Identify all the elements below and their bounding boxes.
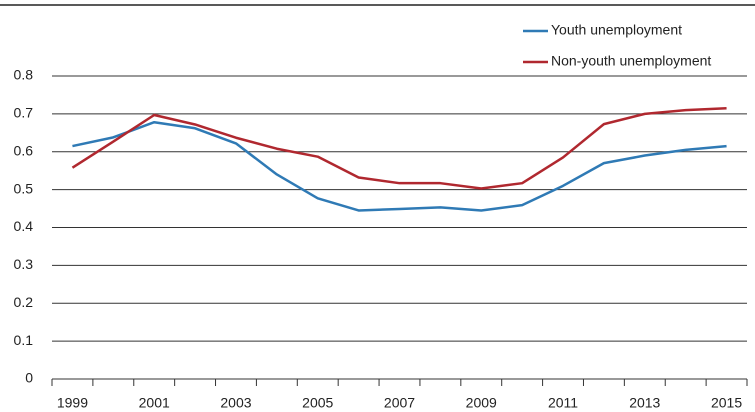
x-tick-label: 2001 [139,395,170,411]
y-tick-label: 0.3 [14,256,34,272]
y-tick-label: 0.5 [14,180,34,196]
y-tick-label: 0.8 [14,67,34,83]
legend-label: Youth unemployment [551,22,682,38]
x-tick-label: 1999 [57,395,88,411]
x-tick-label: 2009 [466,395,497,411]
y-tick-label: 0.4 [14,218,34,234]
y-tick-label: 0.1 [14,332,34,348]
x-tick-label: 2003 [220,395,251,411]
x-tick-label: 2013 [629,395,660,411]
series-line [71,106,727,190]
x-tick-label: 2011 [548,395,578,411]
y-tick-label: 0 [25,370,33,386]
legend-label: Non-youth unemployment [551,53,711,69]
x-tick-label: 2015 [711,395,742,411]
y-tick-label: 0.6 [14,142,34,158]
y-tick-label: 0.2 [14,294,34,310]
x-tick-label: 2005 [302,395,333,411]
y-tick-label: 0.7 [14,105,34,121]
series-line [72,120,727,212]
x-tick-label: 2007 [384,395,415,411]
